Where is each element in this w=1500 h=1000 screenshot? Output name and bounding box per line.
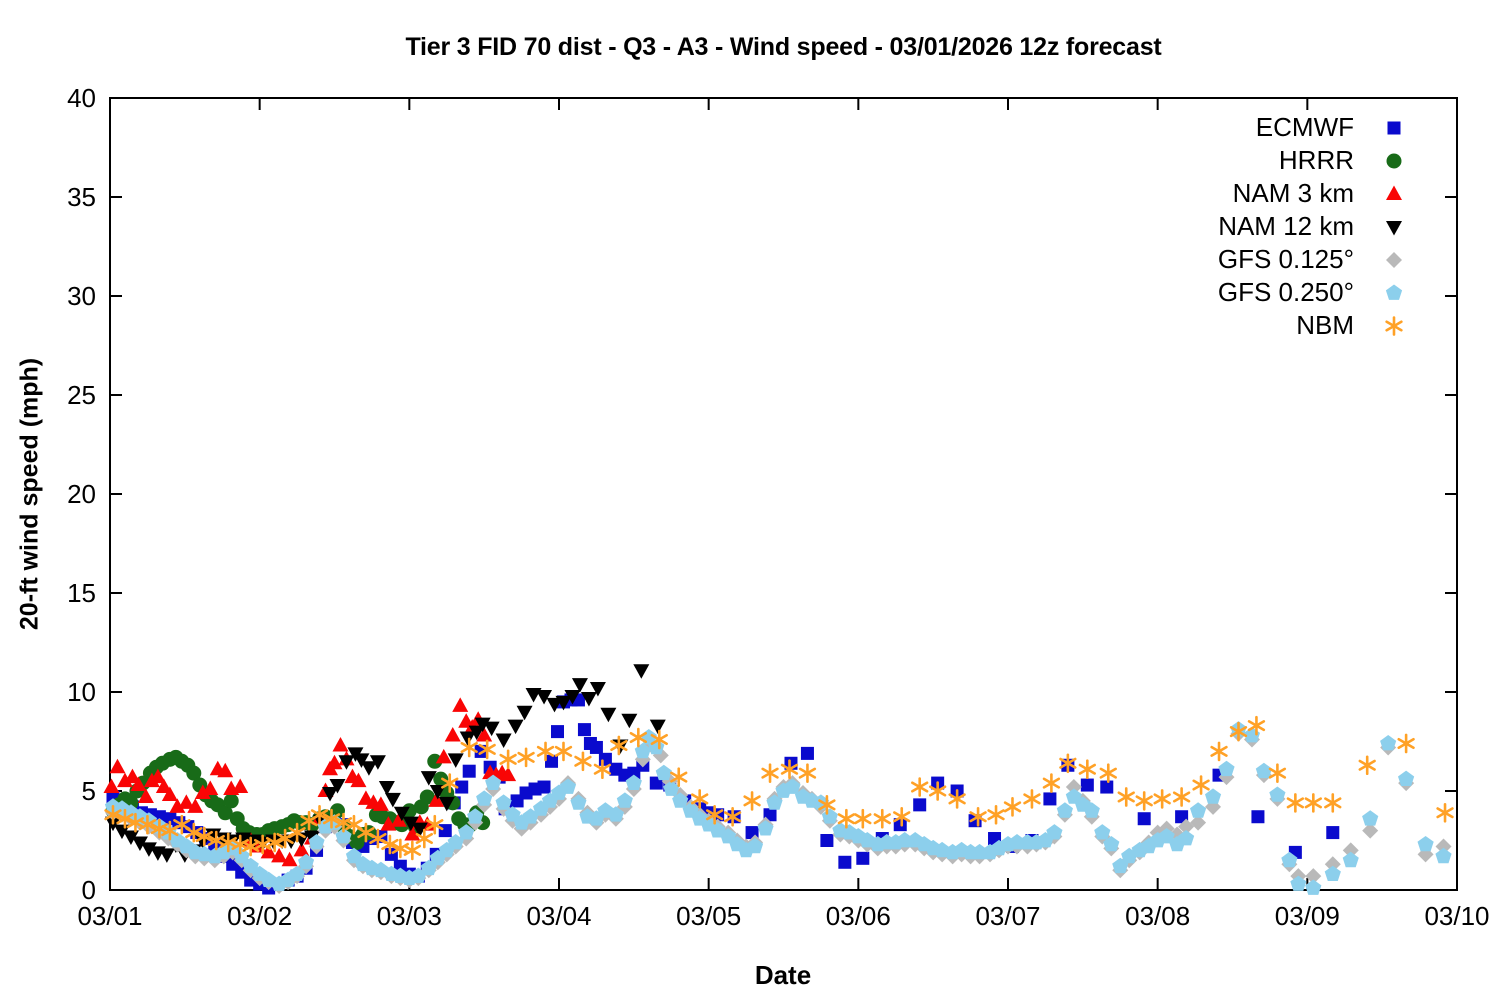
y-tick-label: 30 <box>67 281 96 311</box>
axis-ticks <box>109 97 1458 891</box>
legend: ECMWF HRRR NAM 3 km NAM 12 km GFS 0.125° GFS … <box>1218 111 1408 342</box>
x-tick-label: 03/01 <box>77 901 142 931</box>
x-tick-label: 03/08 <box>1125 901 1190 931</box>
chart-title: Tier 3 FID 70 dist - Q3 - A3 - Wind spee… <box>405 33 1162 61</box>
ecmwf-marker-icon <box>1387 121 1401 134</box>
series-nbm <box>104 715 1454 861</box>
nam-3-km-marker-icon <box>1386 185 1402 200</box>
y-tick-label: 15 <box>67 578 96 608</box>
gfs-0-250-marker-icon <box>1385 284 1403 300</box>
x-tick-label: 03/04 <box>526 901 591 931</box>
y-tick-label: 20 <box>67 479 96 509</box>
legend-item-nam-3-km: NAM 3 km <box>1218 177 1408 210</box>
x-tick-label: 03/09 <box>1275 901 1340 931</box>
y-tick-label: 10 <box>67 677 96 707</box>
series-gfs-0-250 <box>104 721 1452 895</box>
x-tick-label: 03/10 <box>1424 901 1489 931</box>
x-tick-label: 03/05 <box>676 901 741 931</box>
x-axis-label: Date <box>754 960 812 990</box>
y-tick-label: 0 <box>82 875 96 905</box>
legend-item-gfs-0-125: GFS 0.125° <box>1218 243 1408 276</box>
nbm-marker-icon <box>1385 315 1403 336</box>
gfs-0-125-marker-icon <box>1386 251 1402 268</box>
x-tick-label: 03/02 <box>227 901 292 931</box>
y-tick-label: 40 <box>67 83 96 113</box>
y-tick-label: 35 <box>67 182 96 212</box>
legend-label: GFS 0.250° <box>1217 277 1354 307</box>
legend-item-hrrr: HRRR <box>1218 144 1408 177</box>
legend-label: NBM <box>1296 310 1354 340</box>
legend-item-nbm: NBM <box>1218 309 1408 342</box>
legend-label: GFS 0.125° <box>1217 244 1354 274</box>
x-tick-label: 03/07 <box>975 901 1040 931</box>
legend-label: ECMWF <box>1255 112 1354 142</box>
x-tick-label: 03/03 <box>377 901 442 931</box>
legend-item-gfs-0-250: GFS 0.250° <box>1218 276 1408 309</box>
y-tick-label: 5 <box>82 776 96 806</box>
tick-labels: 03/01 03/02 03/03 03/04 03/05 03/06 03/07 03/08… <box>67 83 1489 931</box>
legend-label: NAM 12 km <box>1218 211 1354 241</box>
legend-item-ecmwf: ECMWF <box>1218 111 1408 144</box>
nam-12-km-marker-icon <box>1386 220 1402 235</box>
legend-label: NAM 3 km <box>1232 178 1354 208</box>
legend-label: HRRR <box>1278 145 1354 175</box>
x-tick-label: 03/06 <box>826 901 891 931</box>
hrrr-marker-icon <box>1386 153 1402 168</box>
legend-item-nam-12-km: NAM 12 km <box>1218 210 1408 243</box>
y-tick-label: 25 <box>67 380 96 410</box>
